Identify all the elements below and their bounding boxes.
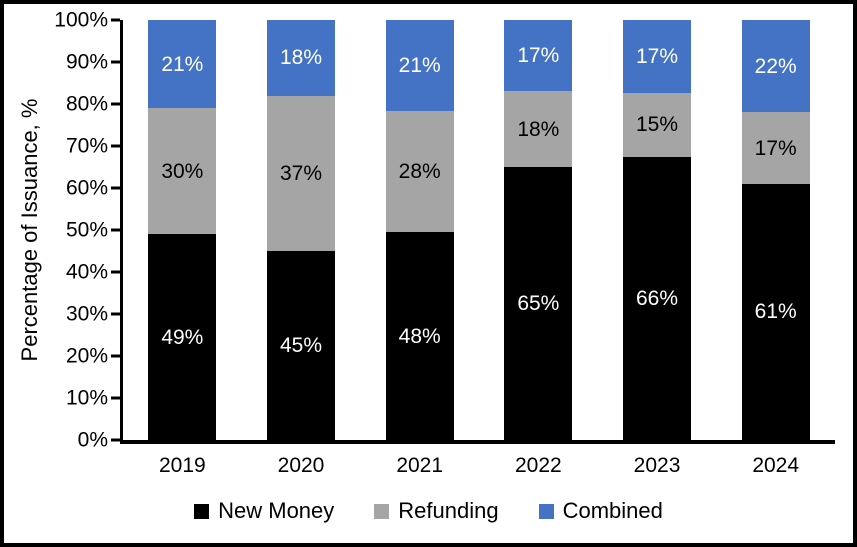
bar-segment-label: 21% xyxy=(398,53,441,77)
x-axis-label: 2020 xyxy=(277,454,325,477)
legend-item: Combined xyxy=(538,498,663,524)
bar-segment: 37% xyxy=(267,95,335,251)
bar-segment: 15% xyxy=(623,92,692,158)
legend-label: Combined xyxy=(562,498,663,523)
y-tick-label: 90% xyxy=(65,50,108,74)
stacked-bar: 17% 18% 65% xyxy=(504,20,573,440)
bar-segment: 18% xyxy=(267,20,335,96)
bar-segment-label: 30% xyxy=(161,159,204,183)
bar-column: 17% 18% 65% xyxy=(479,20,598,440)
bar-segment: 66% xyxy=(623,157,692,440)
bar-segment-label: 17% xyxy=(636,44,679,68)
bar-segment-label: 22% xyxy=(754,54,797,78)
legend-swatch xyxy=(374,503,390,519)
y-tick-mark xyxy=(111,354,120,358)
bar-segment: 21% xyxy=(148,20,217,109)
bar-segment: 30% xyxy=(148,108,217,235)
legend-swatch xyxy=(194,503,210,519)
y-tick-mark xyxy=(111,186,120,190)
legend-swatch xyxy=(538,503,554,519)
stacked-bar: 22% 17% 61% xyxy=(741,20,810,440)
bar-segment-label: 65% xyxy=(517,291,560,315)
stacked-bar: 18% 37% 45% xyxy=(267,20,335,440)
y-tick-label: 40% xyxy=(65,260,108,284)
y-tick-mark xyxy=(111,396,120,400)
bar-segment: 18% xyxy=(504,91,573,167)
y-tick-label: 50% xyxy=(65,218,108,242)
y-tick-mark xyxy=(111,144,120,148)
x-axis-label: 2019 xyxy=(158,454,206,477)
bar-segment-label: 48% xyxy=(398,324,441,348)
y-tick-label: 60% xyxy=(65,176,108,200)
y-tick-mark xyxy=(111,228,120,232)
bar-segment: 22% xyxy=(741,20,810,113)
y-tick-label: 10% xyxy=(65,386,108,410)
y-tick-mark xyxy=(111,438,120,442)
bar-segment: 65% xyxy=(504,166,573,440)
x-axis-labels: 2019 2020 2021 2022 2023 2024 xyxy=(123,454,835,478)
y-axis-title: Percentage of Issuance, % xyxy=(17,98,42,362)
bar-segment: 61% xyxy=(741,183,810,440)
bar-column: 17% 15% 66% xyxy=(598,20,717,440)
y-tick-label: 70% xyxy=(65,134,108,158)
bar-segment: 28% xyxy=(385,110,454,233)
x-axis-label: 2021 xyxy=(396,454,444,477)
x-axis-label: 2023 xyxy=(633,454,681,477)
y-tick-label: 80% xyxy=(65,92,108,116)
bar-segment-label: 66% xyxy=(636,287,679,311)
bar-segment-label: 18% xyxy=(517,117,560,141)
y-tick-mark xyxy=(111,312,120,316)
bar-segment: 48% xyxy=(385,232,454,440)
legend: New Money Refunding Combined xyxy=(4,498,853,524)
bar-segment-label: 37% xyxy=(279,161,323,185)
bar-segment-label: 45% xyxy=(279,333,323,357)
y-tick-label: 20% xyxy=(65,344,108,368)
bar-segment-label: 28% xyxy=(398,160,441,184)
bar-segment: 49% xyxy=(148,234,217,440)
bar-segment-label: 15% xyxy=(636,113,679,137)
stacked-bar: 21% 30% 49% xyxy=(148,20,217,440)
y-tick-mark xyxy=(111,18,120,22)
bar-segment-label: 17% xyxy=(754,136,797,160)
y-tick-label: 30% xyxy=(65,302,108,326)
bar-segment: 17% xyxy=(741,112,810,184)
bar-segment: 45% xyxy=(267,250,335,440)
bar-segment-label: 18% xyxy=(279,46,323,70)
bar-column: 18% 37% 45% xyxy=(242,20,361,440)
legend-label: New Money xyxy=(218,498,335,523)
legend-item: Refunding xyxy=(374,498,499,524)
bar-segment: 21% xyxy=(385,20,454,111)
x-axis-label: 2022 xyxy=(514,454,562,477)
y-tick-mark xyxy=(111,270,120,274)
bars-layer: 21% 30% 49% 18% 37% 45% 21% 28% 48% 17% 18% 65% 17% 1… xyxy=(123,20,835,440)
bar-segment: 17% xyxy=(504,20,573,92)
x-axis-label: 2024 xyxy=(752,454,800,477)
legend-label: Refunding xyxy=(398,498,499,523)
bar-column: 21% 28% 48% xyxy=(360,20,479,440)
bar-column: 22% 17% 61% xyxy=(716,20,835,440)
bar-segment: 17% xyxy=(623,20,692,93)
bar-segment-label: 61% xyxy=(754,300,797,324)
stacked-bar: 17% 15% 66% xyxy=(623,20,692,440)
bar-segment-label: 17% xyxy=(517,44,560,68)
y-tick-label: 100% xyxy=(54,8,108,32)
bar-segment-label: 21% xyxy=(161,52,204,76)
plot-area: 21% 30% 49% 18% 37% 45% 21% 28% 48% 17% 18% 65% 17% 1… xyxy=(54,10,835,451)
stacked-bar: 21% 28% 48% xyxy=(385,20,454,440)
y-tick-label: 0% xyxy=(77,428,108,452)
legend-item: New Money xyxy=(194,498,334,524)
y-tick-mark xyxy=(111,60,120,64)
y-tick-mark xyxy=(111,102,120,106)
bar-segment-label: 49% xyxy=(161,325,204,349)
bar-column: 21% 30% 49% xyxy=(123,20,242,440)
